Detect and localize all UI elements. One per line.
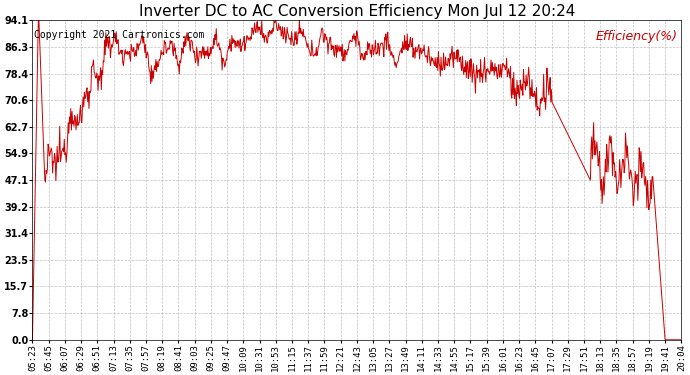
Title: Inverter DC to AC Conversion Efficiency Mon Jul 12 20:24: Inverter DC to AC Conversion Efficiency … bbox=[139, 4, 575, 19]
Text: Efficiency(%): Efficiency(%) bbox=[596, 30, 678, 43]
Text: Copyright 2021 Cartronics.com: Copyright 2021 Cartronics.com bbox=[34, 30, 204, 40]
